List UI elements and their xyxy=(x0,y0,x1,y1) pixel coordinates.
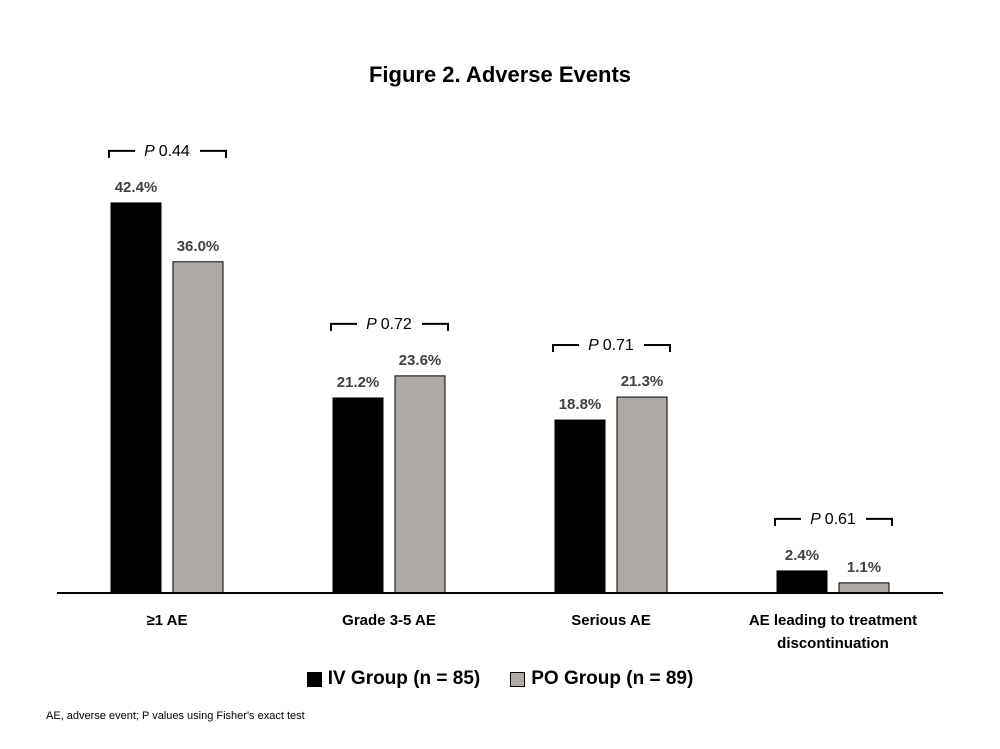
data-label: 36.0% xyxy=(177,238,220,255)
p-value-bracket xyxy=(108,149,227,158)
legend-item-iv: IV Group (n = 85) xyxy=(306,668,481,690)
category-label: Serious AE xyxy=(571,612,650,629)
bar-po xyxy=(172,261,224,594)
p-value-bracket xyxy=(330,322,449,331)
footnote: AE, adverse event; P values using Fisher… xyxy=(46,710,305,722)
p-value-label: P 0.44 xyxy=(144,143,190,160)
category-label: AE leading to treatment xyxy=(749,612,917,629)
p-value-label: P 0.71 xyxy=(588,337,634,354)
legend: IV Group (n = 85) PO Group (n = 89) xyxy=(0,668,1000,690)
bar-iv xyxy=(332,397,384,594)
p-value-label: P 0.61 xyxy=(810,511,856,528)
legend-swatch-iv xyxy=(306,671,322,687)
data-label: 23.6% xyxy=(399,352,442,369)
data-label: 18.8% xyxy=(559,396,602,413)
p-value-bracket xyxy=(552,344,671,353)
bar-iv xyxy=(554,419,606,594)
p-value-bracket xyxy=(774,517,893,526)
legend-label-po: PO Group (n = 89) xyxy=(531,668,694,689)
data-label: 2.4% xyxy=(785,547,819,564)
data-label: 21.2% xyxy=(337,374,380,391)
legend-swatch-po xyxy=(510,671,526,687)
category-label: discontinuation xyxy=(777,635,889,652)
bar-iv xyxy=(110,202,162,594)
category-label: ≥1 AE xyxy=(146,612,187,629)
bar-po xyxy=(616,396,668,594)
legend-item-po: PO Group (n = 89) xyxy=(510,668,693,690)
p-value-label: P 0.72 xyxy=(366,316,412,333)
data-label: 21.3% xyxy=(621,373,664,390)
category-label: Grade 3-5 AE xyxy=(342,612,436,629)
bar-iv xyxy=(776,570,828,594)
data-label: 42.4% xyxy=(115,179,158,196)
bar-po xyxy=(838,582,890,594)
chart-title: Figure 2. Adverse Events xyxy=(368,62,632,87)
data-label: 1.1% xyxy=(847,559,881,576)
bar-po xyxy=(394,375,446,594)
legend-label-iv: IV Group (n = 85) xyxy=(327,668,481,689)
